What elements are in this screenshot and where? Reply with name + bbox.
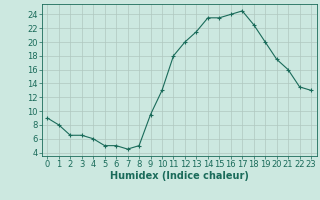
X-axis label: Humidex (Indice chaleur): Humidex (Indice chaleur)	[110, 171, 249, 181]
